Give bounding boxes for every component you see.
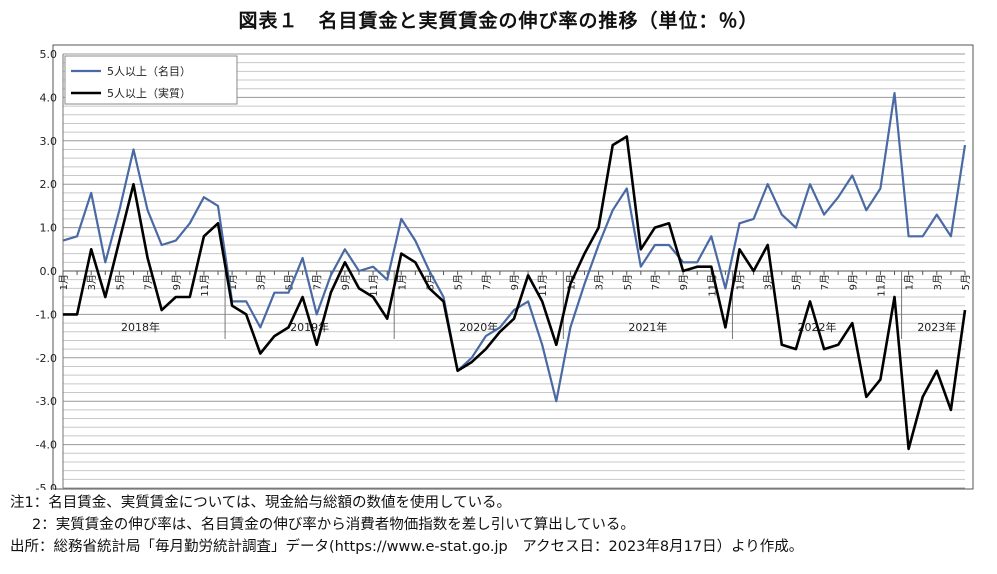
- x-tick-label: 3月: [932, 274, 944, 290]
- legend-box: [64, 55, 238, 105]
- x-tick-label: 5月: [791, 274, 803, 290]
- x-tick-label: 1月: [396, 274, 408, 290]
- year-label: 2018年: [121, 320, 160, 334]
- x-tick-label: 7月: [819, 274, 831, 290]
- y-tick-label: -5.0: [36, 482, 57, 490]
- x-tick-label: 11月: [199, 274, 211, 297]
- source-note: 出所：総務省統計局「毎月勤労統計調査」データ(https://www.e-sta…: [10, 539, 804, 555]
- x-tick-label: 9月: [340, 274, 352, 290]
- x-tick-label: 9月: [509, 274, 521, 290]
- x-tick-label: 5月: [453, 274, 465, 290]
- x-tick-label: 7月: [481, 274, 493, 290]
- x-tick-label: 9月: [847, 274, 859, 290]
- x-tick-label: 5月: [622, 274, 634, 290]
- footnotes: 注1：名目賃金、実質賃金については、現金給与総額の数値を使用している。 2：実質…: [10, 492, 995, 558]
- note-1: 注1：名目賃金、実質賃金については、現金給与総額の数値を使用している。: [10, 495, 512, 511]
- x-tick-label: 1月: [904, 274, 916, 290]
- y-tick-label: -1.0: [36, 308, 57, 321]
- x-tick-label: 5月: [960, 274, 972, 290]
- y-tick-label: -4.0: [36, 439, 57, 452]
- grid-lines: [62, 53, 965, 489]
- x-tick-label: 3月: [594, 274, 606, 290]
- y-tick-label: -3.0: [36, 395, 57, 408]
- chart-title: 図表１ 名目賃金と実質賃金の伸び率の推移（単位：％）: [238, 10, 759, 32]
- series-line-2: [63, 135, 967, 451]
- x-tick-label: 1月: [735, 274, 747, 290]
- x-tick-label: 1月: [58, 274, 70, 290]
- line-chart: 5.0 4.0 3.0 2.0 1.0 0.0 -1.0 -2.0 -3.0 -4.0 -5.0 1…: [36, 44, 974, 495]
- year-label: 2023年: [917, 320, 956, 334]
- year-label: 2020年: [459, 320, 498, 334]
- series-line-1: [62, 91, 967, 403]
- legend-label: 5人以上（名目）: [107, 64, 191, 78]
- year-label: 2021年: [628, 320, 667, 334]
- chart-area: 5.0 4.0 3.0 2.0 1.0 0.0 -1.0 -2.0 -3.0 -4.0 -5.0 1…: [15, 44, 975, 495]
- x-tick-label: 3月: [86, 274, 98, 290]
- legend: 5人以上（名目） 5人以上（実質）: [64, 55, 238, 105]
- y-tick-label: -2.0: [36, 352, 57, 365]
- y-tick-label: 1.0: [40, 222, 58, 235]
- series-lines: [62, 91, 967, 451]
- x-tick-label: 11月: [368, 274, 380, 297]
- x-tick-label: 9月: [171, 274, 183, 290]
- x-tick-label: 9月: [678, 274, 690, 290]
- plot-frame: [52, 44, 974, 490]
- x-tick-label: 7月: [143, 274, 155, 290]
- x-tick-label: 7月: [650, 274, 662, 290]
- y-tick-label: 4.0: [40, 91, 58, 104]
- x-tick-label: 3月: [255, 274, 267, 290]
- y-tick-label: 0.0: [40, 265, 58, 278]
- note-2: 2：実質賃金の伸び率は、名目賃金の伸び率から消費者物価指数を差し引いて算出してい…: [32, 517, 635, 533]
- y-tick-label: 5.0: [40, 48, 58, 61]
- y-tick-label: 2.0: [40, 178, 58, 191]
- legend-label: 5人以上（実質）: [107, 86, 191, 100]
- x-tick-label: 11月: [537, 274, 549, 297]
- y-tick-label: 3.0: [40, 135, 58, 148]
- x-tick-label: 5月: [284, 274, 296, 290]
- x-tick-label: 7月: [312, 274, 324, 290]
- x-tick-label: 5月: [114, 274, 126, 290]
- x-tick-label: 11月: [875, 274, 887, 297]
